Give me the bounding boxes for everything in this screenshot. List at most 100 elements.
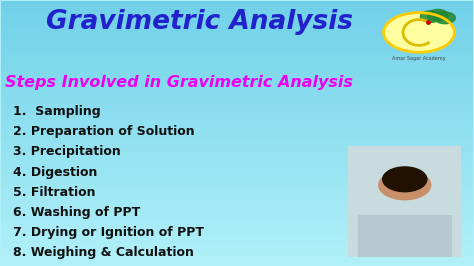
Bar (0, 118, 474, 120)
Bar (0, 145, 474, 146)
Bar (0, 46, 474, 47)
Bar (0, 232, 474, 234)
Bar (0, 43, 474, 44)
Bar (0, 243, 474, 244)
Bar (0, 162, 474, 163)
FancyBboxPatch shape (348, 146, 462, 257)
Bar (0, 113, 474, 114)
Bar (0, 187, 474, 189)
Bar (0, 128, 474, 129)
Bar (0, 153, 474, 154)
Bar (0, 234, 474, 235)
Bar (0, 158, 474, 159)
Bar (0, 73, 474, 75)
Bar (0, 197, 474, 198)
Bar (0, 253, 474, 255)
Bar (0, 13, 474, 14)
Bar (0, 219, 474, 220)
Bar (0, 15, 474, 16)
Bar (0, 137, 474, 138)
Bar (0, 72, 474, 73)
Bar (0, 140, 474, 141)
Bar (0, 114, 474, 116)
Bar (0, 40, 474, 42)
Bar (0, 83, 474, 84)
Bar (0, 67, 474, 68)
Bar (0, 203, 474, 205)
Bar (0, 129, 474, 130)
Bar (0, 109, 474, 110)
Bar (0, 126, 474, 128)
Bar (0, 248, 474, 250)
Bar (0, 81, 474, 83)
Bar (0, 110, 474, 112)
Bar (0, 250, 474, 251)
Bar (0, 215, 474, 216)
Bar (0, 142, 474, 144)
Bar (0, 75, 474, 76)
Bar (0, 165, 474, 166)
Bar (0, 202, 474, 203)
Bar (0, 71, 474, 72)
Bar (0, 105, 474, 107)
Bar (0, 210, 474, 211)
Bar (0, 51, 474, 52)
Circle shape (420, 11, 441, 22)
Bar (0, 92, 474, 93)
Text: 2. Preparation of Solution: 2. Preparation of Solution (12, 125, 194, 138)
Bar (0, 146, 474, 148)
Bar (0, 177, 474, 178)
Bar (0, 175, 474, 177)
Bar (0, 132, 474, 133)
Bar (0, 3, 474, 5)
Bar (0, 228, 474, 230)
Bar (0, 167, 474, 169)
Bar (0, 201, 474, 202)
Bar (0, 144, 474, 145)
Bar (0, 263, 474, 264)
Bar (0, 77, 474, 79)
Bar (0, 20, 474, 22)
Bar (0, 220, 474, 222)
Bar (0, 182, 474, 183)
Bar (0, 87, 474, 88)
Text: 4. Digestion: 4. Digestion (12, 165, 97, 178)
Bar (0, 198, 474, 199)
Bar (0, 96, 474, 97)
Text: Steps Involved in Gravimetric Analysis: Steps Involved in Gravimetric Analysis (5, 75, 353, 90)
Bar (0, 52, 474, 54)
Bar (0, 259, 474, 260)
Bar (0, 178, 474, 179)
Bar (0, 23, 474, 24)
Bar (0, 124, 474, 125)
Bar (0, 93, 474, 95)
Bar (0, 195, 474, 197)
Text: 1.  Sampling: 1. Sampling (12, 105, 100, 118)
Bar (0, 134, 474, 136)
Bar (0, 171, 474, 173)
Bar (0, 251, 474, 252)
Text: 5. Filtration: 5. Filtration (12, 186, 95, 199)
Bar (0, 31, 474, 32)
Bar (0, 148, 474, 149)
Bar (0, 103, 474, 104)
Bar (0, 54, 474, 55)
Bar (0, 244, 474, 246)
Bar (0, 35, 474, 36)
Bar (0, 138, 474, 140)
Bar (0, 50, 474, 51)
Text: 6. Washing of PPT: 6. Washing of PPT (12, 206, 140, 219)
Bar (0, 207, 474, 209)
Bar (0, 223, 474, 224)
Bar (0, 44, 474, 46)
Bar (0, 7, 474, 9)
Bar (0, 136, 474, 137)
Bar (0, 19, 474, 20)
Bar (0, 179, 474, 181)
Circle shape (435, 12, 456, 24)
Bar (0, 85, 474, 87)
Bar (0, 42, 474, 43)
Bar (0, 149, 474, 150)
Text: 3. Precipitation: 3. Precipitation (12, 146, 120, 159)
Bar (0, 117, 474, 118)
